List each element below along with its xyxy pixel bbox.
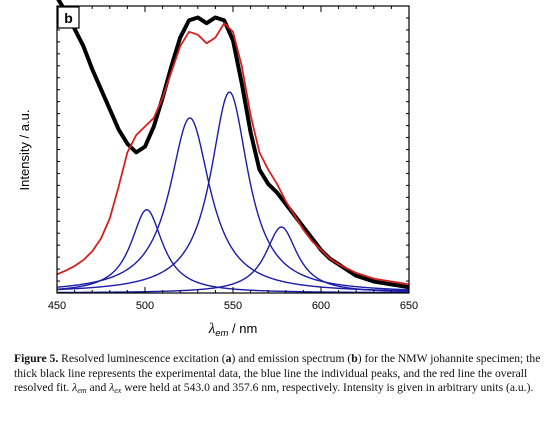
caption-ex-subscript: ex: [114, 386, 122, 396]
resolved-fit-line: [56, 22, 410, 286]
peak-2-line: [56, 117, 410, 292]
caption-text-4: and: [86, 381, 110, 395]
figure-number: Figure 5.: [14, 352, 59, 365]
x-tick-labels: 450 500 550 600 650: [48, 300, 418, 312]
caption-text-3: ) for the NMW johannite specimen; the th…: [14, 352, 541, 395]
caption-text-1: Resolved luminescence excitation (: [58, 352, 226, 365]
panel-label-box: [57, 6, 80, 29]
figure-caption: Figure 5. Resolved luminescence excitati…: [14, 352, 542, 396]
caption-em-subscript: em: [77, 386, 87, 396]
peak-3-line: [56, 91, 410, 291]
caption-text-2: ) and emission spectrum (: [231, 352, 352, 365]
experimental-data-line: [56, 0, 410, 290]
caption-lambda-ex: λ: [109, 381, 115, 395]
peak-4-line: [57, 226, 410, 294]
caption-label-a: a: [225, 352, 232, 365]
x-tick-label: 650: [400, 300, 418, 312]
plot-area: [56, 0, 410, 294]
y-axis-label: Intensity / a.u.: [17, 110, 32, 191]
caption-label-b: b: [351, 352, 358, 365]
x-tick-label: 500: [136, 300, 154, 312]
emission-chart: 450 500 550 600 650 b Intensity / a.u. λem /…: [17, 0, 418, 339]
x-tick-label: 600: [312, 300, 330, 312]
x-tick-label: 450: [48, 300, 66, 312]
caption-lambda-em: λ: [72, 381, 78, 395]
caption-text-5: were held at 543.0 and 357.6 nm, respect…: [121, 381, 534, 395]
x-axis-label: λem / nm: [208, 321, 258, 339]
x-tick-label: 550: [224, 300, 242, 312]
peak-1-line: [56, 209, 409, 294]
panel-label: b: [64, 10, 73, 26]
